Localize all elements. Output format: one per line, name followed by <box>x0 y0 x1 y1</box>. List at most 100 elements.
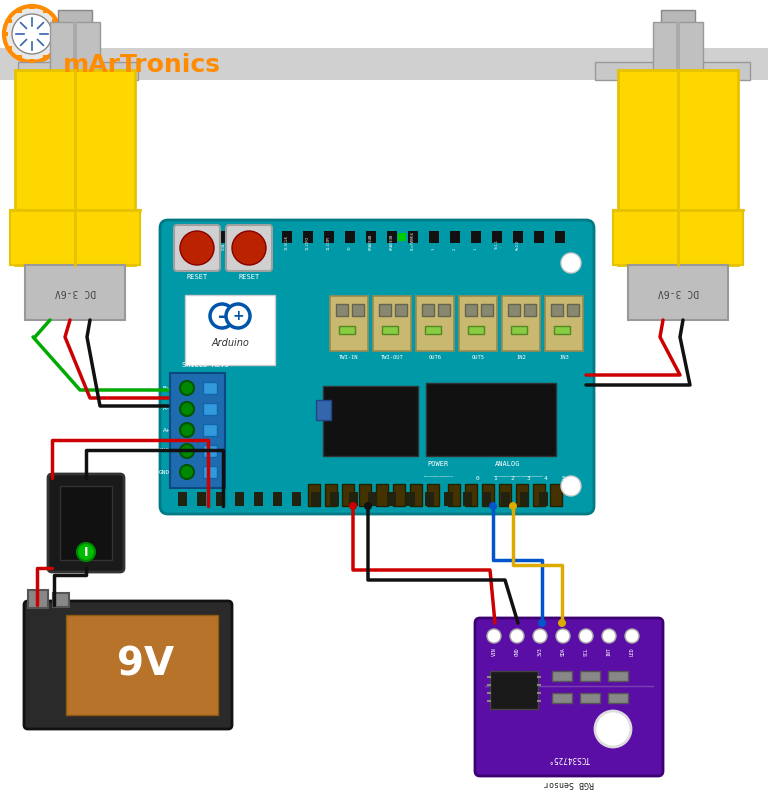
Bar <box>513 231 523 243</box>
Bar <box>15 56 22 60</box>
Text: 1: 1 <box>493 476 497 481</box>
Circle shape <box>602 629 616 643</box>
Bar <box>382 326 398 334</box>
Bar <box>308 484 320 506</box>
Bar <box>42 9 48 13</box>
Bar <box>325 484 337 506</box>
Text: IN2: IN2 <box>516 355 526 360</box>
Bar <box>330 296 368 351</box>
Text: 12-CIPO: 12-CIPO <box>306 236 310 250</box>
Circle shape <box>180 465 194 479</box>
Text: ___________: ___________ <box>423 471 453 477</box>
Bar <box>406 492 415 506</box>
Bar <box>608 671 628 681</box>
Text: DC 3-6V: DC 3-6V <box>55 287 95 297</box>
Bar <box>580 671 600 681</box>
Bar <box>398 233 406 241</box>
Bar <box>53 593 69 607</box>
Bar <box>481 304 493 316</box>
Circle shape <box>180 231 214 265</box>
Text: 0: 0 <box>476 476 480 481</box>
Text: Tx1-1: Tx1-1 <box>495 240 499 250</box>
Bar <box>550 484 562 506</box>
Text: DC 3-6V: DC 3-6V <box>657 287 699 297</box>
Bar <box>465 484 477 506</box>
Bar <box>448 484 460 506</box>
Circle shape <box>561 253 581 273</box>
Bar <box>0 48 768 80</box>
Text: 3: 3 <box>432 248 436 250</box>
Bar <box>628 265 728 320</box>
Circle shape <box>489 502 497 510</box>
Bar <box>323 386 418 456</box>
Bar <box>395 304 407 316</box>
Text: A-: A- <box>163 406 170 412</box>
Bar <box>178 492 187 506</box>
Text: IN3: IN3 <box>559 355 569 360</box>
Bar <box>508 304 520 316</box>
Bar <box>499 484 511 506</box>
Bar <box>303 231 313 243</box>
Bar <box>492 231 502 243</box>
Bar <box>490 671 538 709</box>
Text: MOTOR: MOTOR <box>193 352 217 361</box>
Bar <box>379 304 391 316</box>
Circle shape <box>77 543 95 561</box>
Text: 5: 5 <box>561 476 565 481</box>
Bar <box>427 484 439 506</box>
Bar <box>359 484 371 506</box>
Bar <box>282 231 292 243</box>
Text: RGB Sensor: RGB Sensor <box>544 779 594 788</box>
Circle shape <box>4 6 60 62</box>
Bar <box>425 492 434 506</box>
Bar <box>554 326 570 334</box>
Bar <box>60 486 112 560</box>
Text: 3V3: 3V3 <box>538 647 542 656</box>
Bar <box>5 45 12 49</box>
Text: 10: 10 <box>348 246 352 250</box>
Circle shape <box>180 444 194 458</box>
Bar <box>450 231 460 243</box>
Circle shape <box>625 629 639 643</box>
Text: -: - <box>218 307 226 325</box>
Bar <box>324 231 334 243</box>
Circle shape <box>180 423 194 437</box>
Bar <box>539 492 548 506</box>
Bar <box>203 445 217 457</box>
Circle shape <box>510 629 524 643</box>
Text: SCL: SCL <box>201 243 205 250</box>
Text: TWI-OUT: TWI-OUT <box>381 355 403 360</box>
Text: SHIELD REV3: SHIELD REV3 <box>181 362 228 368</box>
Bar <box>52 45 58 49</box>
Bar <box>502 296 540 351</box>
Bar <box>18 62 138 80</box>
Circle shape <box>509 502 517 510</box>
Bar <box>373 296 411 351</box>
Text: +: + <box>232 309 243 323</box>
Text: SCL: SCL <box>584 647 588 656</box>
Circle shape <box>556 629 570 643</box>
Bar <box>516 484 528 506</box>
Bar <box>567 304 579 316</box>
Bar <box>5 18 12 22</box>
Bar <box>410 484 422 506</box>
Bar <box>261 231 271 243</box>
Bar <box>352 304 364 316</box>
Bar <box>459 296 497 351</box>
Text: 3: 3 <box>527 476 531 481</box>
Text: TWI-IN: TWI-IN <box>339 355 359 360</box>
Bar <box>533 484 545 506</box>
Bar <box>29 5 35 9</box>
Bar <box>73 22 77 97</box>
Bar <box>552 671 572 681</box>
Circle shape <box>180 381 194 395</box>
Bar <box>482 492 491 506</box>
Text: mArTronics: mArTronics <box>63 53 221 77</box>
Text: LED: LED <box>630 647 634 656</box>
Bar <box>292 492 301 506</box>
Bar <box>10 210 140 265</box>
Text: GND: GND <box>159 470 170 475</box>
Bar <box>170 373 225 488</box>
Text: VIN: VIN <box>492 647 496 656</box>
Text: 13-SCLK: 13-SCLK <box>285 235 289 250</box>
